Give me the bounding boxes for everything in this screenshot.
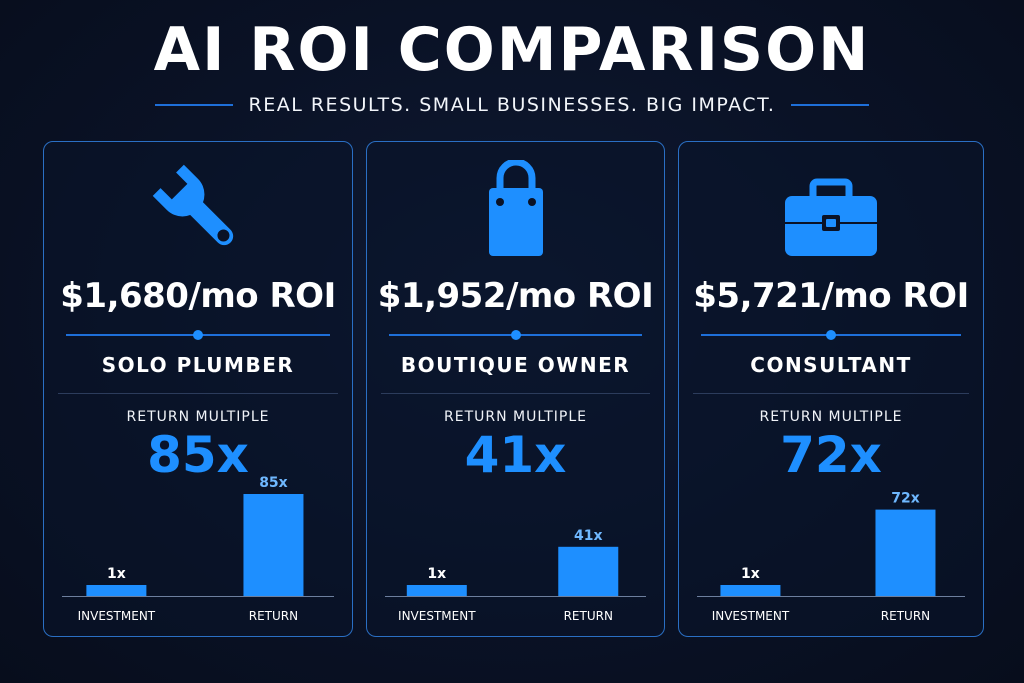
roi-amount: $1,952/mo ROI: [377, 276, 654, 316]
return-multiple-value: 41x: [464, 426, 567, 484]
roi-divider: [66, 330, 330, 340]
subtitle-right-rule: [791, 104, 870, 106]
bar-data-label: 41x: [574, 528, 603, 544]
bar-data-label: 1x: [107, 566, 126, 582]
bar-return: [243, 494, 304, 596]
card-separator: [58, 393, 338, 394]
bar-data-label: 1x: [741, 566, 760, 582]
bar-data-label: 72x: [891, 491, 920, 507]
bar-investment: [406, 585, 467, 596]
roi-amount: $5,721/mo ROI: [693, 276, 969, 316]
card-separator: [381, 393, 650, 394]
roi-card-plumber: $1,680/mo ROI SOLO PLUMBER RETURN MULTIP…: [43, 141, 353, 637]
roi-bar-chart: 1x INVESTMENT 85x RETURN: [44, 462, 352, 632]
briefcase-icon: [679, 160, 983, 260]
bar-return: [558, 546, 619, 596]
page-title: AI ROI COMPARISON: [153, 15, 871, 85]
return-multiple-value: 85x: [147, 426, 249, 484]
bar-investment: [86, 585, 147, 596]
category-label: INVESTMENT: [712, 609, 790, 623]
return-multiple-label: RETURN MULTIPLE: [444, 409, 587, 425]
bar-data-label: 85x: [259, 475, 288, 491]
bar-chart-svg: 1x INVESTMENT 72x RETURN: [697, 491, 965, 623]
return-multiple-value: 72x: [780, 426, 882, 484]
bar-chart-svg: 1x INVESTMENT 41x RETURN: [385, 528, 646, 623]
subtitle-left-rule: [154, 104, 233, 106]
page-subtitle: REAL RESULTS. SMALL BUSINESSES. BIG IMPA…: [248, 94, 776, 116]
subtitle-row: REAL RESULTS. SMALL BUSINESSES. BIG IMPA…: [0, 90, 1024, 120]
category-label: RETURN: [881, 609, 930, 623]
roi-bar-chart: 1x INVESTMENT 41x RETURN: [367, 462, 664, 632]
category-label: INVESTMENT: [398, 609, 476, 623]
roi-amount: $1,680/mo ROI: [60, 276, 336, 316]
bar-investment: [720, 585, 781, 596]
bar-return: [875, 509, 936, 596]
roi-bar-chart: 1x INVESTMENT 72x RETURN: [679, 462, 983, 632]
bar-data-label: 1x: [427, 566, 446, 582]
wrench-icon: [44, 160, 352, 260]
roi-card-boutique: $1,952/mo ROI BOUTIQUE OWNER RETURN MULT…: [366, 141, 665, 637]
category-label: RETURN: [249, 609, 298, 623]
shopping-bag-icon: [367, 160, 664, 260]
role-title: SOLO PLUMBER: [101, 353, 295, 377]
roi-divider: [389, 330, 642, 340]
roi-divider: [701, 330, 961, 340]
role-title: CONSULTANT: [750, 353, 912, 377]
roi-card-consultant: $5,721/mo ROI CONSULTANT RETURN MULTIPLE…: [678, 141, 984, 637]
category-label: RETURN: [564, 609, 613, 623]
return-multiple-label: RETURN MULTIPLE: [126, 409, 270, 425]
card-separator: [693, 393, 969, 394]
bar-chart-svg: 1x INVESTMENT 85x RETURN: [62, 475, 334, 623]
category-label: INVESTMENT: [78, 609, 156, 623]
role-title: BOUTIQUE OWNER: [400, 353, 631, 377]
return-multiple-label: RETURN MULTIPLE: [759, 409, 903, 425]
